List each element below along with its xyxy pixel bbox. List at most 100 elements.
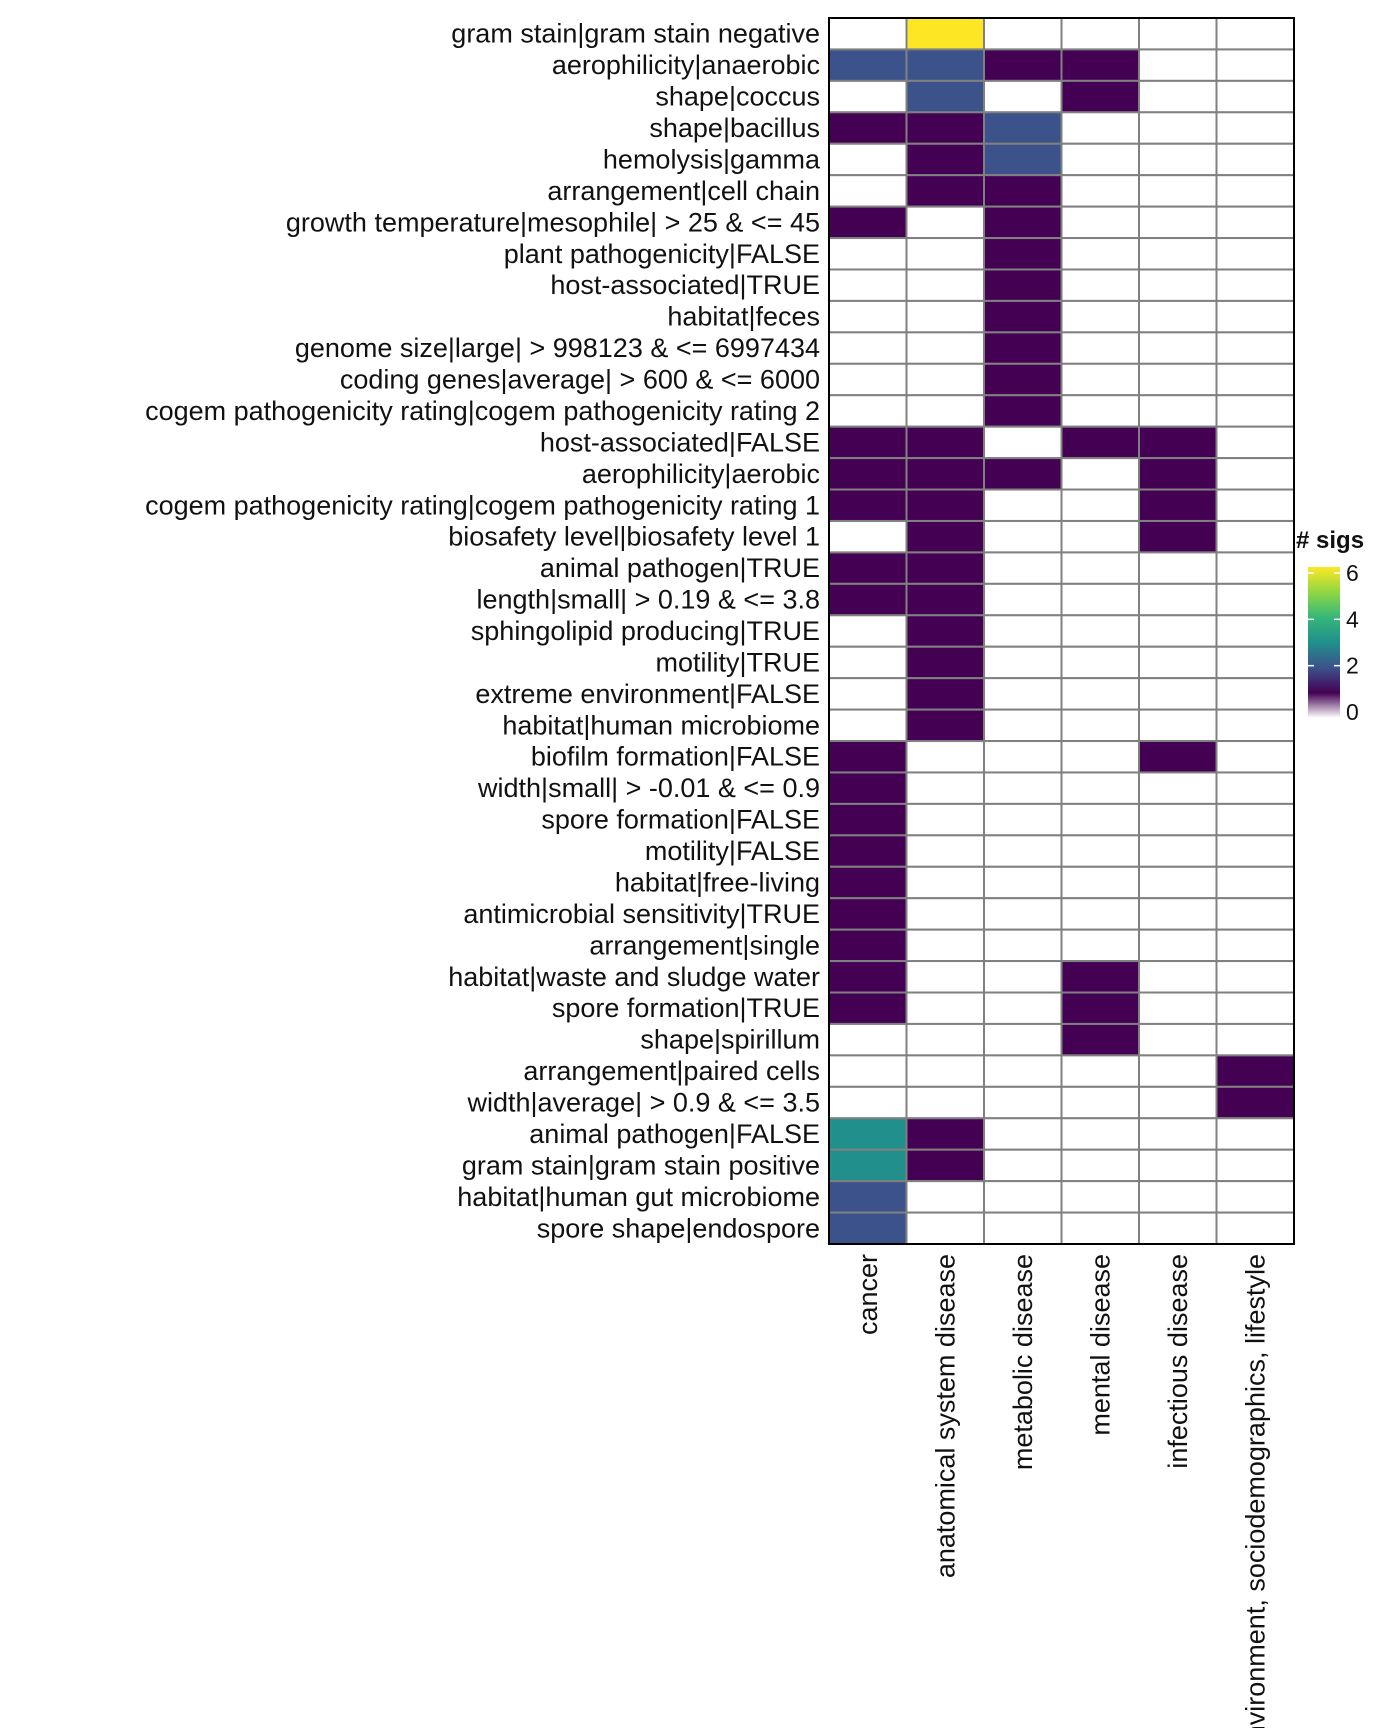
column-label: environment, sociodemographics, lifestyl… bbox=[1240, 1254, 1270, 1728]
heatmap-cell bbox=[1215, 362, 1295, 397]
heatmap-cell bbox=[828, 960, 908, 994]
heatmap-cell bbox=[905, 834, 985, 868]
heatmap-cell bbox=[1138, 17, 1218, 51]
heatmap-cell bbox=[983, 928, 1063, 963]
row-label: length|small| > 0.19 & <= 3.8 bbox=[477, 585, 821, 615]
heatmap-cell bbox=[828, 488, 908, 522]
heatmap-cell bbox=[905, 111, 985, 145]
heatmap-cell bbox=[828, 1180, 908, 1214]
heatmap-cell bbox=[828, 582, 908, 617]
heatmap-cell bbox=[905, 142, 985, 177]
heatmap-cell bbox=[905, 1211, 985, 1245]
heatmap-cell bbox=[1138, 299, 1218, 334]
heatmap-cell bbox=[905, 802, 985, 837]
heatmap-cell bbox=[905, 677, 985, 711]
column-label: infectious disease bbox=[1163, 1254, 1193, 1469]
row-label: biosafety level|biosafety level 1 bbox=[448, 522, 820, 552]
row-labels: gram stain|gram stain negativeaerophilic… bbox=[145, 19, 821, 1244]
heatmap-cell bbox=[1138, 865, 1218, 900]
heatmap-cell bbox=[983, 960, 1063, 994]
heatmap-cell bbox=[1060, 519, 1140, 554]
heatmap-cell bbox=[983, 645, 1063, 680]
heatmap-cell bbox=[1215, 802, 1295, 837]
heatmap-cell bbox=[983, 802, 1063, 837]
heatmap-cell bbox=[1215, 614, 1295, 648]
heatmap-cell bbox=[1060, 865, 1140, 900]
heatmap-cell bbox=[828, 1117, 908, 1151]
heatmap-cell bbox=[1138, 394, 1218, 428]
heatmap-cell bbox=[983, 237, 1063, 271]
heatmap-cell bbox=[1138, 174, 1218, 208]
heatmap-cell bbox=[905, 17, 985, 51]
heatmap-cell bbox=[1060, 457, 1140, 491]
row-label: motility|TRUE bbox=[655, 647, 820, 677]
heatmap-cell bbox=[983, 1117, 1063, 1151]
heatmap-cell bbox=[1215, 488, 1295, 522]
heatmap-cell bbox=[905, 205, 985, 240]
heatmap-cell bbox=[983, 740, 1063, 774]
heatmap-cell bbox=[828, 268, 908, 302]
heatmap-cell bbox=[828, 1211, 908, 1245]
heatmap-cell bbox=[1060, 1211, 1140, 1245]
heatmap-cell bbox=[828, 17, 908, 51]
heatmap-cell bbox=[828, 331, 908, 365]
row-label: hemolysis|gamma bbox=[603, 144, 821, 174]
heatmap-cell bbox=[1060, 991, 1140, 1025]
heatmap-cell bbox=[1138, 582, 1218, 617]
heatmap-cell bbox=[983, 48, 1063, 82]
heatmap-cell bbox=[828, 677, 908, 711]
row-label: gram stain|gram stain positive bbox=[462, 1150, 820, 1180]
heatmap-cell bbox=[983, 111, 1063, 145]
heatmap-cell bbox=[1215, 268, 1295, 302]
heatmap-cell bbox=[1060, 111, 1140, 145]
row-label: cogem pathogenicity rating|cogem pathoge… bbox=[145, 396, 820, 426]
heatmap-cell bbox=[983, 174, 1063, 208]
heatmap-cell bbox=[828, 1148, 908, 1183]
heatmap-cell bbox=[1138, 142, 1218, 177]
row-label: growth temperature|mesophile| > 25 & <= … bbox=[286, 207, 820, 237]
heatmap-cell bbox=[1215, 457, 1295, 491]
heatmap-cell bbox=[1138, 79, 1218, 114]
heatmap-cell bbox=[828, 394, 908, 428]
heatmap-cell bbox=[983, 457, 1063, 491]
heatmap-cell bbox=[828, 865, 908, 900]
column-label: metabolic disease bbox=[1008, 1254, 1038, 1470]
heatmap-cell bbox=[1215, 960, 1295, 994]
heatmap-cell bbox=[983, 488, 1063, 522]
heatmap-cell bbox=[1060, 394, 1140, 428]
row-label: shape|spirillum bbox=[640, 1025, 820, 1055]
heatmap-cell bbox=[1215, 1117, 1295, 1151]
heatmap-cell bbox=[1138, 362, 1218, 397]
row-label: habitat|human gut microbiome bbox=[457, 1182, 820, 1212]
heatmap-cell bbox=[1060, 1148, 1140, 1183]
heatmap-cell bbox=[1215, 48, 1295, 82]
heatmap-cell bbox=[1215, 111, 1295, 145]
heatmap-cell bbox=[983, 1022, 1063, 1057]
legend-tick-label: 6 bbox=[1346, 560, 1359, 586]
heatmap-cell bbox=[828, 645, 908, 680]
heatmap-cell bbox=[1138, 331, 1218, 365]
heatmap-cell bbox=[1215, 1054, 1295, 1088]
heatmap-cell bbox=[1138, 802, 1218, 837]
heatmap-cell bbox=[1060, 740, 1140, 774]
row-label: spore formation|FALSE bbox=[541, 805, 820, 835]
row-label: habitat|free-living bbox=[615, 867, 820, 897]
heatmap-cell bbox=[1138, 551, 1218, 585]
heatmap-cell bbox=[905, 928, 985, 963]
heatmap-cell bbox=[905, 299, 985, 334]
heatmap-cell bbox=[1060, 299, 1140, 334]
heatmap-cell bbox=[1138, 614, 1218, 648]
heatmap-cell bbox=[905, 1054, 985, 1088]
heatmap-cell bbox=[983, 1085, 1063, 1120]
row-label: plant pathogenicity|FALSE bbox=[504, 239, 820, 269]
row-label: aerophilicity|aerobic bbox=[582, 459, 820, 489]
heatmap-cell bbox=[983, 205, 1063, 240]
heatmap-cell bbox=[905, 457, 985, 491]
heatmap-cell bbox=[983, 1054, 1063, 1088]
heatmap-cell bbox=[828, 708, 908, 743]
plot-border bbox=[828, 17, 1295, 1245]
heatmap-cell bbox=[905, 1085, 985, 1120]
heatmap-cell bbox=[905, 394, 985, 428]
heatmap-cell bbox=[1215, 299, 1295, 334]
heatmap-cell bbox=[905, 551, 985, 585]
